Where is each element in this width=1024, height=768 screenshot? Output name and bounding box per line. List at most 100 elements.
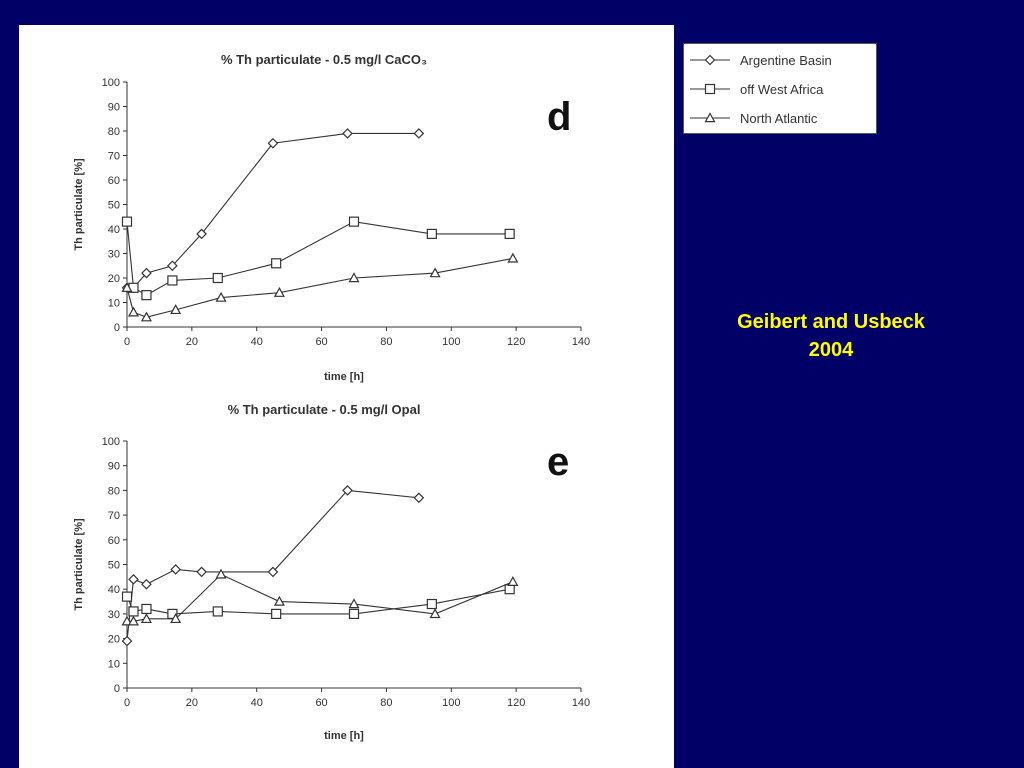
- data-point-triangle: [215, 568, 227, 579]
- x-tick-label: 120: [507, 697, 525, 709]
- y-tick-label: 90: [108, 461, 120, 473]
- data-point-triangle: [273, 595, 285, 606]
- series-diamond: [121, 485, 425, 647]
- x-tick-label: 100: [442, 697, 460, 709]
- data-point-square: [504, 228, 515, 239]
- y-tick-label: 20: [108, 273, 120, 285]
- x-tick-label: 80: [380, 697, 392, 709]
- data-point-square: [504, 584, 515, 595]
- data-point-square: [426, 598, 437, 610]
- data-point-diamond: [342, 485, 353, 496]
- x-tick-label: 0: [124, 336, 130, 348]
- series-square: [121, 584, 515, 620]
- y-tick-label: 20: [108, 634, 120, 646]
- data-point-diamond: [167, 260, 178, 272]
- citation-year: 2004: [808, 339, 854, 361]
- x-tick-label: 40: [251, 697, 263, 709]
- legend-label: North Atlantic: [740, 111, 818, 126]
- x-tick-label: 60: [315, 697, 327, 709]
- data-point-triangle: [429, 608, 441, 619]
- legend-svg: Argentine Basin off West Africa North Atla…: [690, 53, 832, 126]
- data-point-triangle: [273, 286, 285, 297]
- citation-authors: Geibert and Usbeck: [737, 311, 925, 333]
- data-point-diamond: [413, 128, 425, 139]
- data-point-square: [167, 275, 178, 286]
- data-point-diamond: [128, 573, 139, 585]
- data-point-diamond: [267, 137, 279, 149]
- data-point-triangle: [507, 252, 519, 263]
- data-point-square: [141, 290, 152, 301]
- y-tick-label: 70: [108, 151, 120, 163]
- legend-marker-diamond: [704, 54, 716, 66]
- y-tick-label: 10: [108, 298, 120, 310]
- data-point-triangle: [170, 304, 182, 315]
- data-point-square: [128, 606, 139, 617]
- series-square: [121, 216, 515, 301]
- y-axis-label: Th particulate [%]: [73, 518, 85, 611]
- y-tick-label: 50: [108, 200, 120, 212]
- data-point-diamond: [196, 566, 207, 578]
- x-tick-label: 140: [572, 697, 590, 709]
- data-point-diamond: [141, 267, 152, 279]
- data-point-triangle: [140, 311, 152, 322]
- x-tick-label: 0: [124, 697, 130, 709]
- y-tick-label: 90: [108, 102, 120, 114]
- x-axis-label: time [h]: [324, 371, 364, 383]
- data-point-square: [271, 258, 282, 269]
- data-point-triangle: [507, 576, 519, 586]
- chart-e: % Th particulate - 0.5 mg/l Opal 0 10 20 30 4…: [73, 402, 590, 742]
- y-tick-label: 40: [108, 224, 120, 236]
- chart-d: % Th particulate - 0.5 mg/l CaCO₃ 0 10 20 30…: [73, 52, 590, 383]
- series-line: [126, 257, 514, 318]
- data-point-square: [271, 608, 282, 620]
- data-point-triangle: [127, 306, 140, 317]
- x-tick-label: 120: [507, 336, 525, 348]
- y-tick-label: 80: [108, 485, 120, 497]
- figure-panel: % Th particulate - 0.5 mg/l CaCO₃ 0 10 20 30…: [19, 25, 674, 768]
- y-tick-label: 100: [102, 436, 120, 448]
- data-point-square: [212, 606, 223, 617]
- series-triangle: [121, 568, 519, 626]
- data-point-diamond: [121, 635, 133, 647]
- legend-label: Argentine Basin: [740, 53, 832, 68]
- legend-item-triangle: North Atlantic: [690, 111, 818, 126]
- data-point-square: [426, 228, 437, 239]
- y-tick-label: 100: [102, 77, 120, 89]
- data-point-square: [212, 272, 223, 284]
- y-tick-label: 60: [108, 175, 120, 187]
- y-tick-label: 0: [114, 322, 120, 334]
- legend: Argentine Basin off West Africa North Atla…: [683, 43, 877, 134]
- y-axis-label: Th particulate [%]: [73, 158, 85, 251]
- charts-svg: % Th particulate - 0.5 mg/l CaCO₃ 0 10 20 30…: [73, 52, 590, 742]
- legend-marker-square: [704, 83, 716, 95]
- y-tick-label: 80: [108, 126, 120, 138]
- legend-marker-triangle: [704, 112, 716, 123]
- data-point-diamond: [141, 578, 152, 590]
- chart-title: % Th particulate - 0.5 mg/l Opal: [228, 402, 421, 417]
- y-tick-label: 0: [114, 683, 120, 695]
- data-point-square: [348, 216, 360, 227]
- chart-title: % Th particulate - 0.5 mg/l CaCO₃: [221, 52, 427, 67]
- x-tick-label: 20: [186, 697, 198, 709]
- data-point-diamond: [342, 128, 353, 139]
- y-tick-label: 70: [108, 510, 120, 522]
- series-line: [126, 221, 510, 296]
- data-point-square: [348, 608, 360, 620]
- legend-item-square: off West Africa: [690, 82, 824, 97]
- x-axis-label: time [h]: [324, 730, 364, 742]
- y-tick-label: 10: [108, 658, 120, 670]
- data-point-triangle: [170, 613, 182, 624]
- panel-letter: e: [547, 440, 569, 484]
- data-point-triangle: [121, 615, 133, 626]
- data-point-square: [121, 216, 133, 227]
- data-point-triangle: [348, 272, 360, 283]
- x-tick-label: 60: [315, 336, 327, 348]
- data-point-triangle: [429, 267, 441, 278]
- data-point-triangle: [140, 613, 152, 624]
- y-tick-label: 50: [108, 560, 120, 572]
- data-point-triangle: [127, 615, 140, 626]
- legend-item-diamond: Argentine Basin: [690, 53, 832, 68]
- data-point-triangle: [121, 282, 133, 292]
- data-point-triangle: [348, 598, 360, 609]
- data-point-diamond: [267, 566, 279, 578]
